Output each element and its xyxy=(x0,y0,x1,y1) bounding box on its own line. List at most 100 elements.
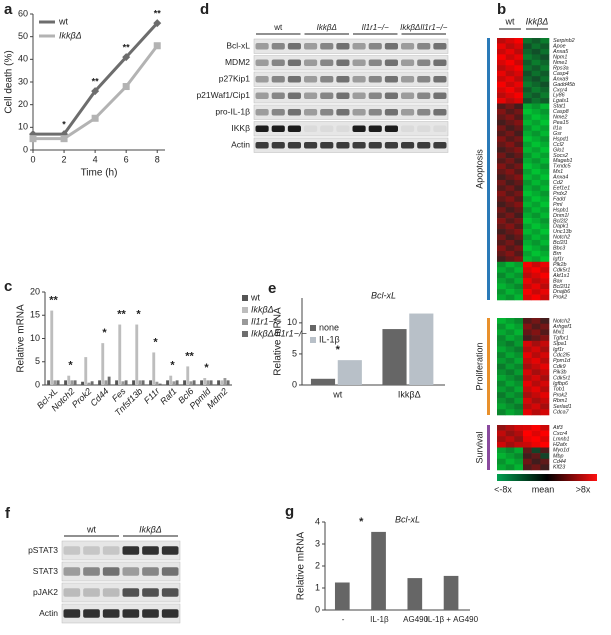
heat-cell xyxy=(540,108,550,115)
heat-cell xyxy=(497,453,506,460)
heat-cell xyxy=(540,218,550,224)
heat-cell xyxy=(514,261,524,268)
band xyxy=(304,75,318,83)
gene-label: Cdk5r1 xyxy=(553,267,570,273)
gene-label: Hspb1 xyxy=(553,207,569,213)
heat-cell xyxy=(523,397,532,404)
heat-cell xyxy=(505,352,515,359)
heat-cell xyxy=(531,125,541,132)
heat-cell xyxy=(523,119,532,126)
heat-cell xyxy=(531,229,541,235)
heat-cell xyxy=(497,152,506,159)
bar xyxy=(56,380,60,385)
heat-cell xyxy=(497,289,506,295)
heat-cell xyxy=(514,169,524,175)
gene-label: Eef1e1 xyxy=(553,186,570,192)
bar xyxy=(226,380,230,385)
heat-cell xyxy=(505,141,515,148)
heat-cell xyxy=(531,103,541,110)
band xyxy=(433,108,447,116)
heat-cell xyxy=(505,289,515,295)
band xyxy=(83,567,100,576)
heat-cell xyxy=(497,335,506,342)
heat-cell xyxy=(531,375,541,382)
gene-label: Dapk1 xyxy=(553,224,569,230)
heat-cell xyxy=(505,256,515,263)
y-tick-label: 60 xyxy=(18,8,28,18)
gene-label: Pea15 xyxy=(553,120,570,126)
heat-cell xyxy=(514,43,524,50)
heat-cell xyxy=(523,403,532,410)
marker xyxy=(91,87,100,96)
heat-cell xyxy=(540,464,550,471)
heat-cell xyxy=(514,318,524,325)
heat-cell xyxy=(540,346,550,353)
heat-cell xyxy=(531,65,541,72)
heat-cell xyxy=(523,323,532,330)
heat-cell xyxy=(523,147,532,153)
y-tick-label: 30 xyxy=(18,76,28,86)
band xyxy=(271,42,285,50)
bar xyxy=(121,381,125,385)
heat-cell xyxy=(523,38,532,44)
heat-cell xyxy=(540,125,550,132)
band xyxy=(161,546,179,555)
heat-cell xyxy=(514,130,524,137)
heat-cell xyxy=(531,352,541,359)
heat-cell xyxy=(505,130,515,137)
blot-strip xyxy=(253,137,449,153)
heat-cell xyxy=(523,92,532,99)
group-label: IkkβΔIl1r1−/− xyxy=(400,23,448,32)
heat-cell xyxy=(514,48,524,55)
heat-cell xyxy=(523,76,532,82)
gene-label: Tob1 xyxy=(553,387,565,393)
heat-cell xyxy=(497,185,506,192)
panel-label: d xyxy=(200,1,209,18)
gene-label: Socs2 xyxy=(553,153,568,159)
gene-label: Gadd45b xyxy=(553,82,575,88)
legend-label: none xyxy=(319,322,339,332)
band xyxy=(401,108,415,116)
row-label: MDM2 xyxy=(225,57,250,67)
heat-cell xyxy=(523,43,532,50)
heat-cell xyxy=(531,43,541,50)
bar xyxy=(310,378,336,385)
band xyxy=(368,42,382,50)
heat-cell xyxy=(531,70,541,77)
heat-cell xyxy=(531,250,541,257)
heat-cell xyxy=(514,185,524,192)
heat-cell xyxy=(514,380,524,387)
heat-cell xyxy=(531,98,541,104)
heat-cell xyxy=(505,458,515,465)
heat-cell xyxy=(523,239,532,246)
blot-strip xyxy=(253,71,449,87)
gene-label: Mx1 xyxy=(553,169,563,175)
heat-cell xyxy=(531,430,541,437)
x-tick-label: wt xyxy=(332,389,342,399)
band xyxy=(102,588,120,597)
y-axis-label: Relative mRNA xyxy=(296,532,307,601)
heat-cell xyxy=(523,392,532,399)
heat-cell xyxy=(514,212,524,219)
annotation: ** xyxy=(49,295,58,307)
band xyxy=(417,141,431,149)
heat-cell xyxy=(497,158,506,164)
heat-cell xyxy=(505,340,515,347)
gene-label: Cd2 xyxy=(553,180,563,186)
heat-cell xyxy=(497,179,506,186)
band xyxy=(368,108,382,116)
gene-label: Unc13b xyxy=(553,229,572,235)
annotation: * xyxy=(68,360,73,372)
band xyxy=(142,609,159,618)
heat-cell xyxy=(497,174,506,181)
row-label: pJAK2 xyxy=(33,587,58,597)
annotation: * xyxy=(153,336,158,348)
heat-cell xyxy=(497,283,506,290)
heat-cell xyxy=(523,196,532,203)
band xyxy=(433,75,447,83)
gene-label: Arhgef1 xyxy=(552,324,572,330)
heat-cell xyxy=(531,81,541,88)
section-label: Survival xyxy=(474,431,484,463)
gene-label: Bcl2l2 xyxy=(553,218,568,224)
bar xyxy=(200,380,203,385)
